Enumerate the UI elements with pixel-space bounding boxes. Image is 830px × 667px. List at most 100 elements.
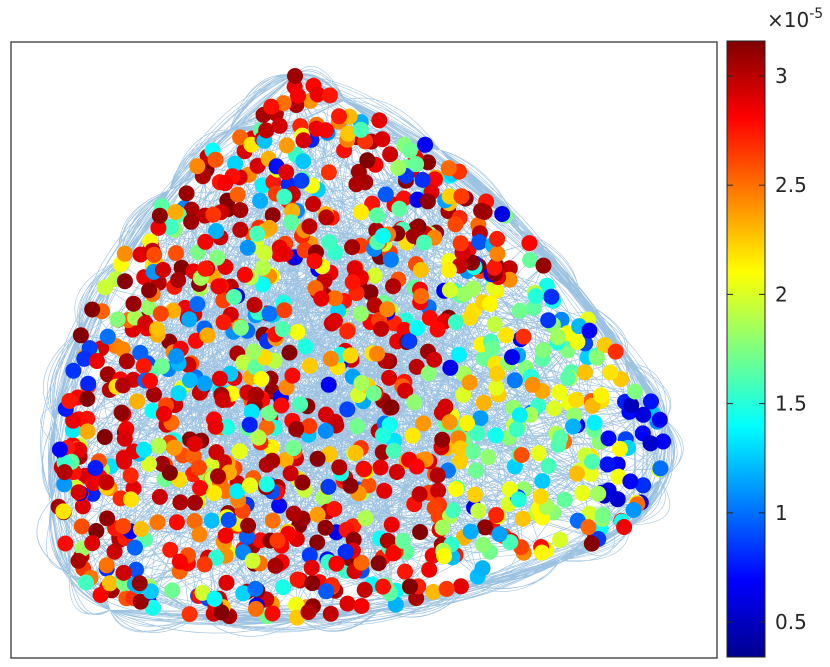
network-node [313, 290, 330, 307]
network-node [283, 214, 300, 231]
network-node [227, 155, 244, 172]
network-node [513, 447, 530, 463]
network-node [170, 385, 187, 402]
network-node [155, 405, 172, 422]
network-node [220, 512, 237, 528]
network-node [652, 460, 669, 477]
network-node [141, 299, 158, 316]
network-node [243, 403, 260, 420]
network-node [241, 477, 258, 494]
network-node [70, 552, 87, 569]
network-node [219, 419, 236, 436]
network-node [626, 383, 643, 400]
network-node [411, 486, 428, 503]
network-node [625, 502, 642, 518]
network-node [256, 245, 273, 261]
network-node [189, 296, 206, 313]
network-node [211, 370, 228, 387]
network-node [186, 435, 203, 452]
network-node [51, 441, 68, 458]
network-node [356, 581, 373, 598]
network-node [88, 353, 105, 369]
network-node [76, 350, 93, 367]
network-node [192, 480, 209, 496]
network-node [320, 164, 337, 181]
network-node [168, 514, 185, 531]
network-node [80, 375, 97, 392]
network-node [317, 519, 334, 536]
network-node [264, 207, 281, 224]
network-node [326, 312, 343, 329]
network-node [318, 209, 335, 226]
network-node [607, 343, 624, 360]
network-node [303, 559, 320, 576]
network-node [611, 440, 628, 457]
network-node [98, 557, 115, 574]
network-node [317, 122, 334, 139]
network-node [264, 452, 281, 469]
network-node [565, 418, 582, 435]
network-node [524, 376, 541, 393]
network-node [344, 274, 361, 291]
network-node [401, 142, 418, 159]
network-node [352, 121, 369, 138]
network-node [372, 459, 389, 476]
network-node [339, 323, 356, 340]
network-node [452, 440, 469, 457]
network-node [489, 365, 506, 382]
network-node [232, 319, 249, 336]
network-node [532, 488, 549, 505]
network-node [416, 234, 433, 251]
network-node [339, 401, 356, 418]
network-node [328, 555, 345, 572]
network-node [79, 423, 96, 440]
network-node [171, 553, 188, 570]
network-node [141, 282, 158, 299]
network-node [84, 535, 101, 552]
network-node [96, 429, 113, 445]
network-node [98, 474, 115, 491]
network-node [388, 464, 405, 480]
network-node [65, 412, 82, 429]
network-node [477, 519, 493, 536]
network-node [486, 259, 503, 276]
network-node [549, 329, 566, 346]
network-node [530, 445, 547, 462]
network-node [470, 502, 487, 519]
network-node [318, 583, 335, 600]
network-node [264, 605, 281, 622]
network-node [448, 481, 465, 497]
network-node [569, 465, 585, 482]
network-node [425, 583, 442, 600]
network-node [353, 375, 370, 391]
network-node [301, 418, 318, 435]
network-node [522, 252, 539, 268]
network-node [452, 235, 469, 252]
network-node [161, 464, 178, 481]
network-node [560, 370, 576, 386]
network-node [206, 485, 223, 502]
network-node [277, 451, 294, 468]
network-node [582, 465, 599, 482]
network-node [152, 305, 169, 322]
network-node [101, 575, 118, 592]
network-node [494, 206, 511, 222]
network-node [271, 117, 288, 134]
network-node [309, 506, 326, 523]
network-node [131, 575, 148, 592]
network-node [406, 394, 423, 411]
network-node [511, 302, 528, 319]
network-node [464, 443, 481, 460]
network-node [504, 349, 520, 366]
network-node [408, 156, 425, 173]
network-node [168, 245, 184, 262]
network-node [622, 473, 639, 490]
network-node [642, 435, 659, 452]
network-node [209, 249, 226, 266]
network-node [373, 320, 390, 337]
network-node [484, 340, 501, 357]
network-node [401, 333, 418, 350]
network-node [56, 464, 73, 481]
network-node [535, 342, 552, 358]
network-node [580, 519, 597, 536]
